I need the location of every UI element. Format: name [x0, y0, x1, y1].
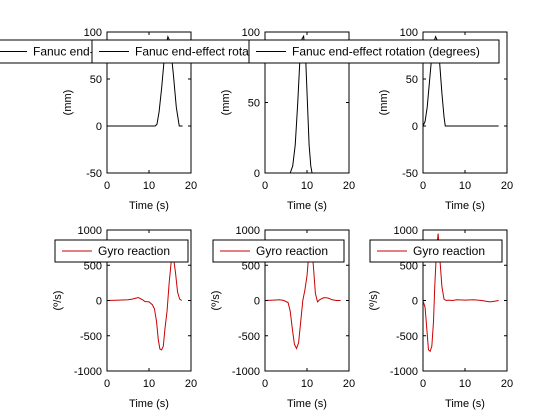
- x-tick-label: 0: [262, 378, 268, 390]
- x-axis-label: Time (s): [445, 200, 485, 212]
- y-tick-label: 0: [412, 121, 418, 133]
- y-axis-label: (º/s): [210, 291, 222, 311]
- series-line-1: [265, 242, 341, 350]
- y-axis-label: (mm): [62, 90, 74, 116]
- x-axis-label: Time (s): [129, 200, 169, 212]
- series-line-1: [289, 34, 313, 173]
- legend-box: [369, 239, 503, 263]
- legend-entry: Gyro reaction: [98, 244, 170, 258]
- legend-box: [54, 239, 189, 263]
- y-tick-label: 50: [248, 98, 260, 110]
- legend-6: Gyro reaction: [369, 239, 503, 263]
- series-line-1: [423, 35, 499, 127]
- legend-5: Gyro reaction: [212, 239, 345, 263]
- y-tick-label: -1000: [232, 366, 260, 378]
- y-axis-label: (mm): [378, 90, 390, 116]
- y-tick-label: 0: [254, 168, 260, 180]
- y-tick-label: 100: [84, 27, 102, 39]
- y-tick-label: 0: [96, 296, 102, 308]
- y-tick-label: 0: [412, 296, 418, 308]
- y-axis-label: (mm): [220, 90, 232, 116]
- y-tick-label: -50: [86, 168, 102, 180]
- series-line-1: [423, 233, 499, 353]
- x-tick-label: 10: [301, 180, 313, 192]
- x-axis-label: Time (s): [129, 398, 169, 410]
- y-tick-label: -500: [396, 331, 418, 343]
- x-tick-label: 20: [343, 180, 355, 192]
- x-tick-label: 0: [420, 180, 426, 192]
- y-tick-label: -1000: [390, 366, 418, 378]
- y-tick-label: -500: [238, 331, 260, 343]
- y-tick-label: 1000: [78, 225, 102, 237]
- y-tick-label: 500: [400, 260, 418, 272]
- y-tick-label: 100: [400, 27, 418, 39]
- y-tick-label: 0: [254, 296, 260, 308]
- y-tick-label: 0: [96, 121, 102, 133]
- y-tick-label: 100: [242, 27, 260, 39]
- x-tick-label: 20: [185, 378, 197, 390]
- y-tick-label: 50: [406, 74, 418, 86]
- legend-entry: Fanuc end-effect rotation (degrees): [292, 45, 480, 59]
- x-tick-label: 20: [501, 378, 513, 390]
- x-tick-label: 0: [262, 180, 268, 192]
- y-tick-label: 1000: [236, 225, 260, 237]
- y-tick-label: -500: [80, 331, 102, 343]
- y-axis-label: (º/s): [52, 291, 64, 311]
- legend-3: Fanuc end-effect rotation (degrees): [248, 39, 500, 64]
- x-tick-label: 10: [459, 378, 471, 390]
- x-tick-label: 0: [104, 180, 110, 192]
- legend-box: [248, 39, 500, 64]
- y-tick-label: 500: [84, 260, 102, 272]
- x-tick-label: 20: [185, 180, 197, 192]
- x-axis-label: Time (s): [287, 200, 327, 212]
- x-tick-label: 10: [459, 180, 471, 192]
- x-tick-label: 20: [501, 180, 513, 192]
- legend-entry: Gyro reaction: [413, 244, 485, 258]
- y-tick-label: 1000: [394, 225, 418, 237]
- y-tick-label: 50: [90, 74, 102, 86]
- x-tick-label: 0: [104, 378, 110, 390]
- legend-entry: Fanuc end-effect rotation (degrees): [135, 45, 323, 59]
- y-tick-label: -50: [402, 168, 418, 180]
- x-tick-label: 10: [143, 180, 155, 192]
- y-tick-label: 500: [242, 260, 260, 272]
- legend-entry: Gyro reaction: [256, 244, 328, 258]
- legend-box: [212, 239, 345, 263]
- legend-4: Gyro reaction: [54, 239, 189, 263]
- x-tick-label: 10: [143, 378, 155, 390]
- legend-2: Fanuc end-effect rotation (degrees): [91, 39, 323, 64]
- y-axis-label: (º/s): [368, 291, 380, 311]
- x-axis-label: Time (s): [287, 398, 327, 410]
- x-tick-label: 10: [301, 378, 313, 390]
- x-tick-label: 20: [343, 378, 355, 390]
- x-tick-label: 0: [420, 378, 426, 390]
- y-tick-label: -1000: [74, 366, 102, 378]
- x-axis-label: Time (s): [445, 398, 485, 410]
